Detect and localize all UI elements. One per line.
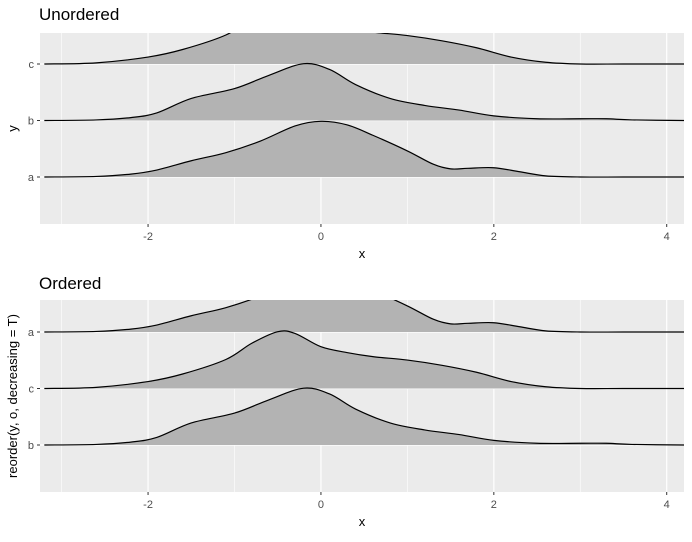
ridge-area-c xyxy=(44,330,684,389)
chart-panel-1: Unordered a b c -2 0 2 4 x y xyxy=(5,5,684,261)
x-tick-label: -2 xyxy=(143,231,153,243)
ridges xyxy=(44,33,684,178)
chart-panel-2: Ordered b c a -2 0 2 4 x reorder(y, o, decreasing… xyxy=(5,274,684,529)
x-axis-title: x xyxy=(359,514,366,529)
y-tick-label: c xyxy=(29,59,35,71)
x-tick-label: 4 xyxy=(664,231,670,243)
x-tick-label: 2 xyxy=(491,499,497,511)
x-tick-label: -2 xyxy=(143,499,153,511)
y-tick-label: b xyxy=(28,440,34,452)
y-tick-label: a xyxy=(28,327,35,339)
y-tick-label: b xyxy=(28,116,34,128)
ridge-line-a xyxy=(44,120,684,178)
y-axis-title: y xyxy=(5,125,20,132)
x-tick-label: 0 xyxy=(318,499,324,511)
ridge-area-a xyxy=(44,300,684,333)
ridge-area-b xyxy=(44,63,684,121)
ridges xyxy=(44,300,684,446)
x-tick-label: 0 xyxy=(318,231,324,243)
ridge-area-b xyxy=(44,387,684,445)
x-axis-title: x xyxy=(359,246,366,261)
ridge-line-c xyxy=(44,330,684,390)
y-tick-label: a xyxy=(28,172,35,184)
x-tick-label: 4 xyxy=(664,499,670,511)
y-tick-label: c xyxy=(29,384,35,396)
y-axis-title: reorder(y, o, decreasing = T) xyxy=(5,314,20,478)
ridge-area-a xyxy=(44,121,684,178)
plot-background xyxy=(40,33,684,224)
ridge-area-c xyxy=(44,33,684,65)
ridge-line-b xyxy=(44,62,684,122)
ridge-line-b xyxy=(44,387,684,446)
ridge-line-a xyxy=(44,300,684,333)
ridge-line-c xyxy=(44,33,684,65)
chart-title: Ordered xyxy=(39,274,101,293)
chart-title: Unordered xyxy=(39,5,119,24)
x-tick-label: 2 xyxy=(491,231,497,243)
